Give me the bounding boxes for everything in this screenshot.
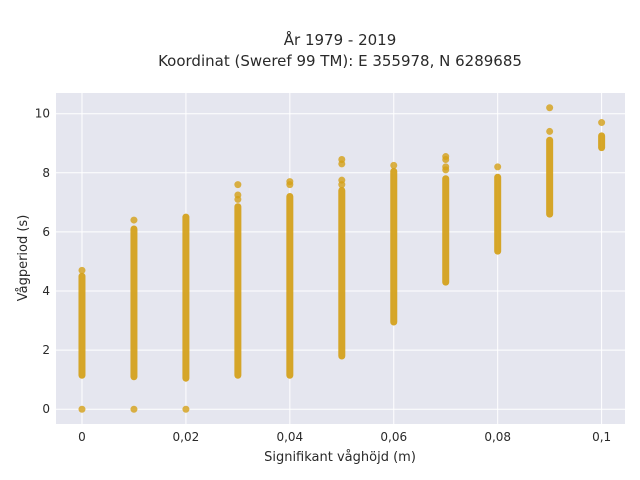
y-tick-label: 6	[42, 225, 50, 239]
data-points	[78, 104, 606, 413]
data-point	[598, 119, 606, 127]
data-point	[338, 176, 346, 184]
y-tick-label: 10	[35, 107, 50, 121]
x-axis-title: Signifikant våghöjd (m)	[264, 450, 416, 465]
data-point	[546, 127, 554, 135]
chart-subtitle: Koordinat (Sweref 99 TM): E 355978, N 62…	[158, 52, 522, 70]
x-tick-label: 0	[78, 430, 86, 444]
data-point	[234, 191, 242, 199]
data-point	[390, 161, 398, 169]
tick-labels: 0 0,02 0,04 0,06 0,08 0,1 0 2 4 6 8 10	[35, 107, 611, 444]
data-point	[546, 104, 554, 112]
x-tick-label: 0,1	[592, 430, 611, 444]
x-tick-label: 0,02	[173, 430, 200, 444]
x-tick-label: 0,08	[484, 430, 511, 444]
data-point	[338, 155, 346, 163]
y-axis-title: Vågperiod (s)	[16, 215, 31, 302]
data-point	[286, 178, 294, 186]
data-point	[78, 405, 86, 413]
data-point	[442, 153, 450, 161]
data-point	[130, 216, 138, 224]
y-tick-label: 0	[42, 402, 50, 416]
data-point	[130, 405, 138, 413]
x-tick-label: 0,06	[380, 430, 407, 444]
chart-title: År 1979 - 2019	[284, 30, 397, 49]
y-tick-label: 2	[42, 343, 50, 357]
y-tick-label: 8	[42, 166, 50, 180]
data-point	[182, 405, 190, 413]
data-point	[442, 163, 450, 171]
data-point	[494, 163, 502, 171]
y-tick-label: 4	[42, 284, 50, 298]
data-point	[234, 181, 242, 189]
data-point	[78, 266, 86, 274]
x-tick-label: 0,04	[276, 430, 303, 444]
